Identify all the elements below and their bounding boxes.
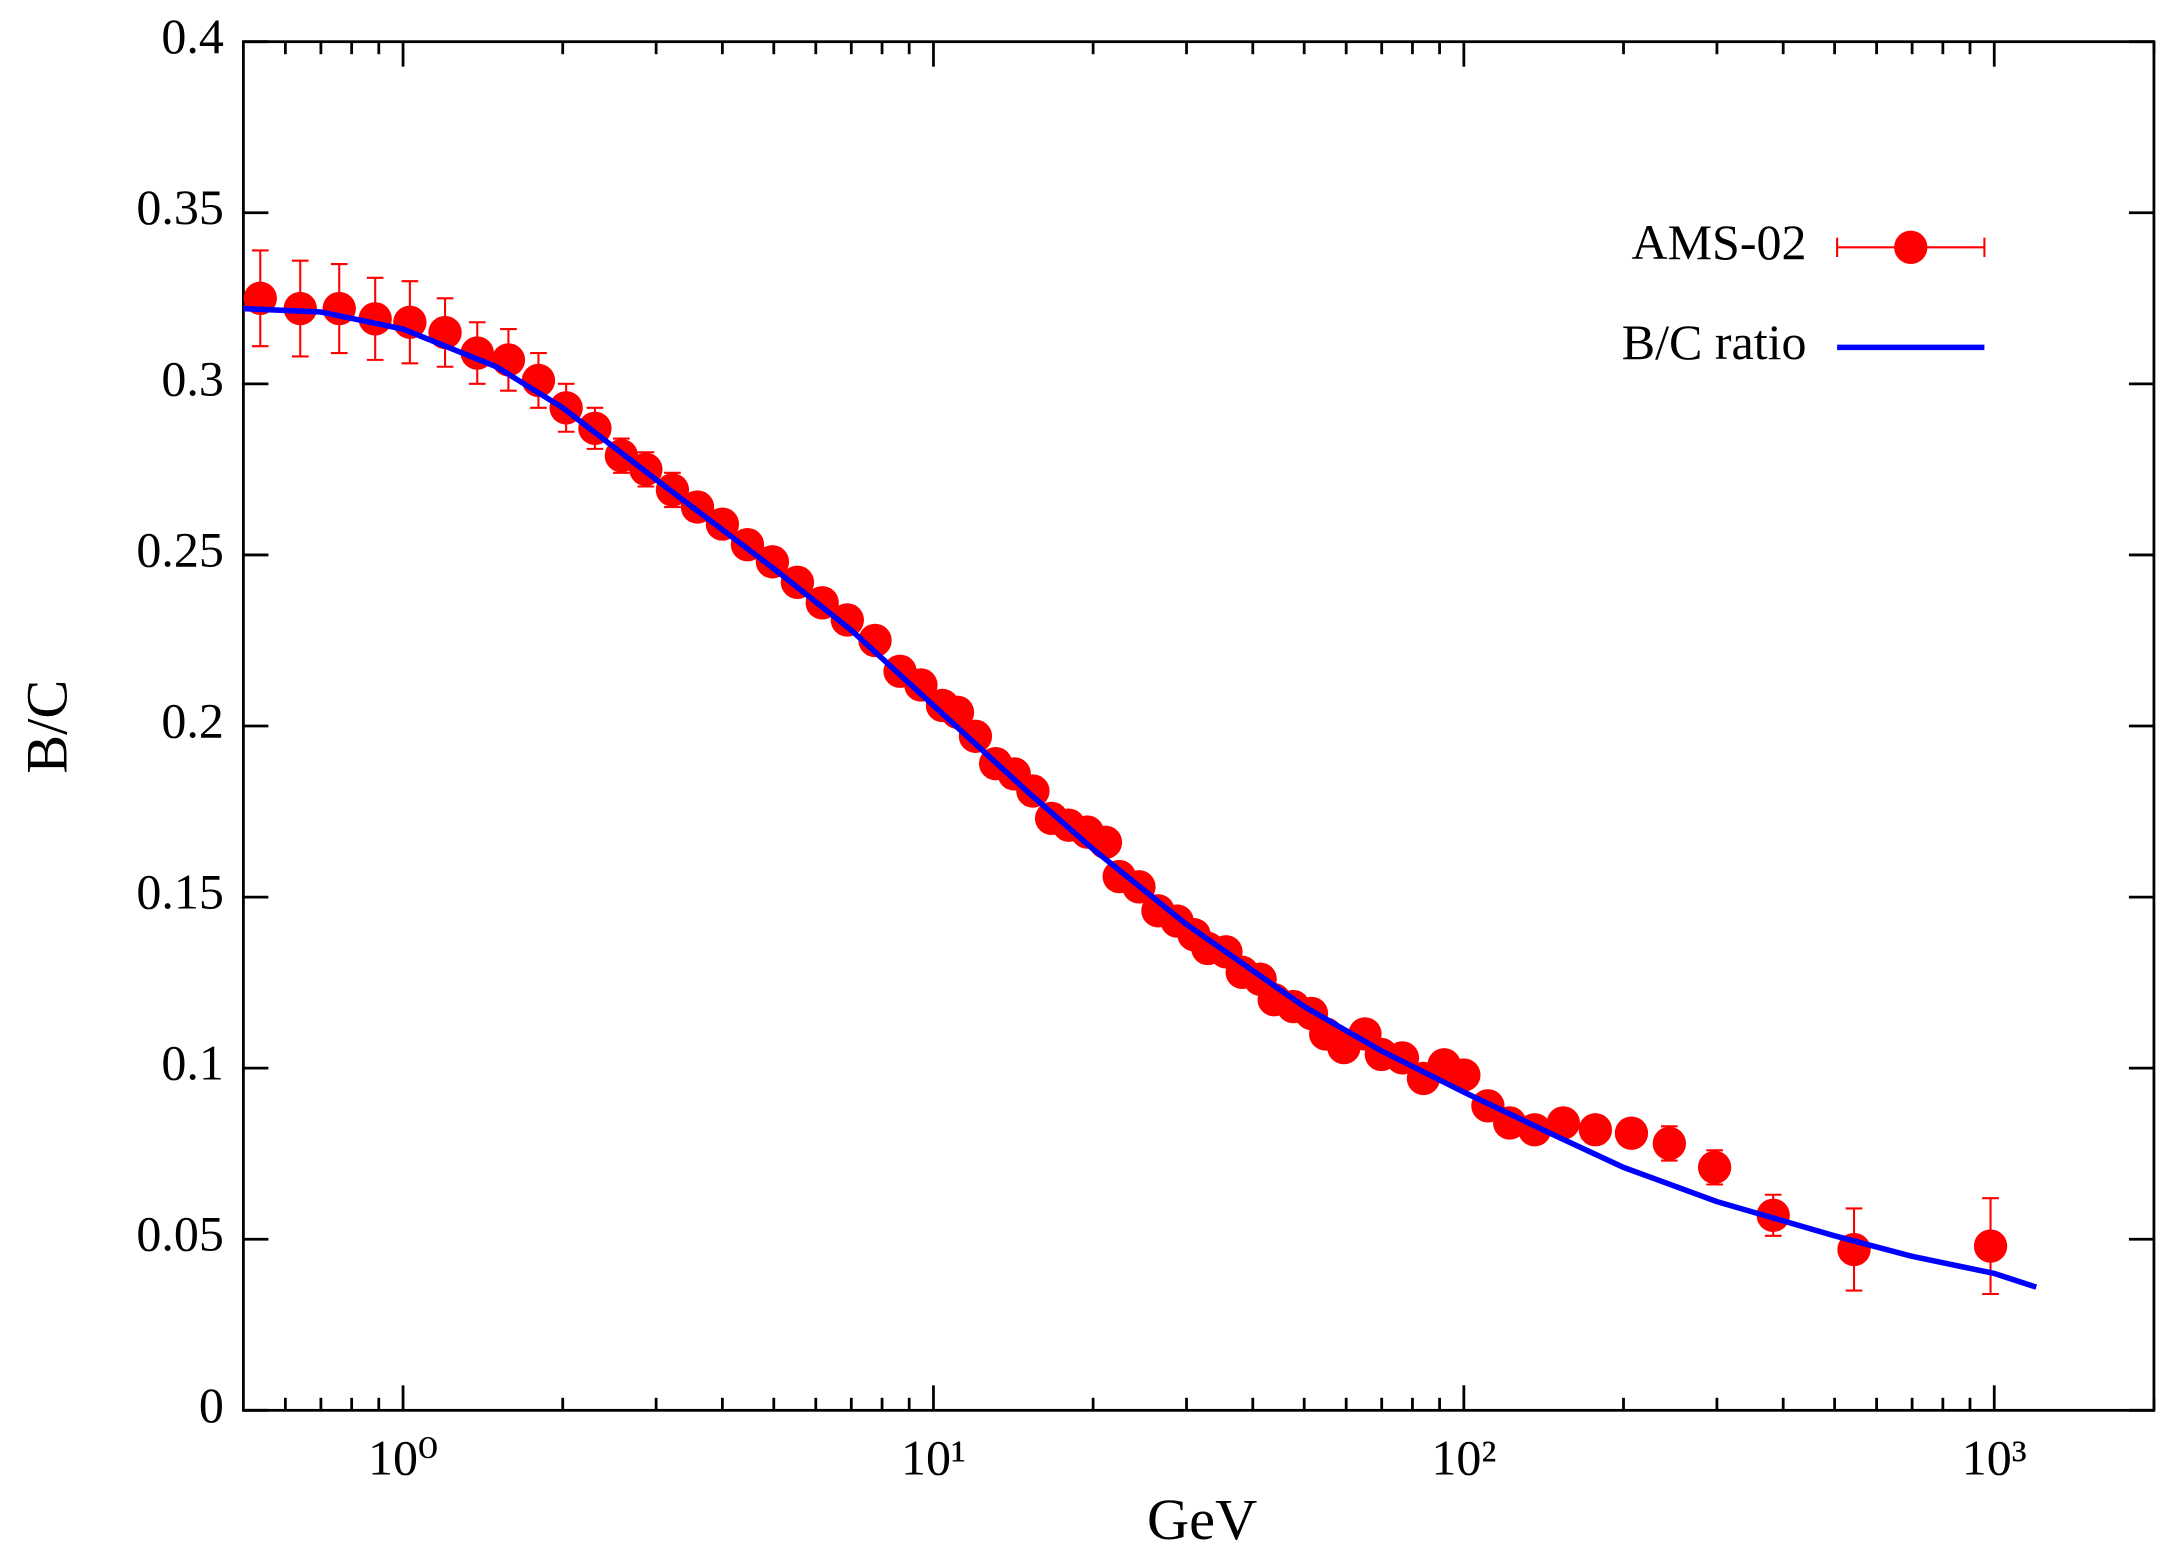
legend-marker bbox=[1894, 230, 1928, 265]
y-tick-label: 0.3 bbox=[161, 350, 224, 406]
data-point bbox=[1578, 1113, 1613, 1147]
data-point bbox=[1697, 1150, 1732, 1185]
x-tick-label: 10¹ bbox=[901, 1430, 966, 1486]
y-tick-label: 0.15 bbox=[136, 864, 224, 920]
model-line bbox=[243, 305, 2038, 1290]
y-tick-label: 0 bbox=[199, 1377, 224, 1433]
y-tick-label: 0.4 bbox=[161, 8, 224, 64]
data-point bbox=[755, 545, 790, 579]
y-tick-label: 0.2 bbox=[161, 692, 224, 748]
data-point bbox=[1016, 774, 1050, 808]
data-point bbox=[1447, 1058, 1481, 1092]
data-point bbox=[705, 507, 740, 541]
data-point bbox=[1546, 1106, 1580, 1140]
x-tick-label: 10³ bbox=[1962, 1430, 2027, 1486]
legend-label: AMS-02 bbox=[1631, 214, 1806, 270]
y-tick-label: 0.35 bbox=[136, 179, 224, 235]
data-point bbox=[858, 623, 892, 658]
x-axis-label: GeV bbox=[1147, 1487, 1257, 1552]
y-tick-label: 0.05 bbox=[136, 1206, 224, 1262]
data-point bbox=[904, 668, 938, 702]
data-point bbox=[1973, 1229, 2008, 1263]
data-point bbox=[1652, 1126, 1687, 1161]
y-tick-label: 0.1 bbox=[161, 1035, 224, 1091]
y-tick-label: 0.25 bbox=[136, 521, 224, 577]
data-point bbox=[958, 719, 993, 753]
y-axis-label: B/C bbox=[14, 680, 79, 774]
data-point bbox=[830, 603, 864, 637]
legend-label: B/C ratio bbox=[1622, 314, 1807, 370]
x-tick-label: 10² bbox=[1431, 1430, 1496, 1486]
data-point bbox=[1088, 825, 1123, 860]
data-point bbox=[1614, 1116, 1649, 1150]
x-tick-label: 10⁰ bbox=[368, 1430, 438, 1486]
data-point bbox=[1492, 1106, 1527, 1140]
